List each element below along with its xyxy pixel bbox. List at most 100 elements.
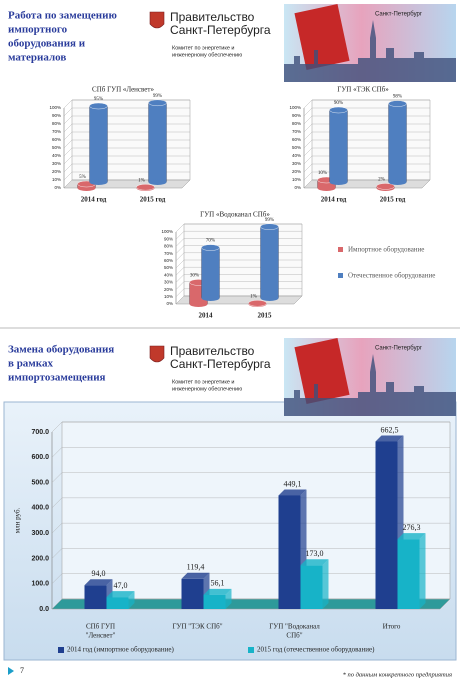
value-label: 10% [318,171,327,176]
bar-front [181,578,204,609]
y-tick-label: 500.0 [31,479,49,486]
y-tick-label: 70% [292,129,301,134]
bar-side [225,588,232,609]
bar-cap [376,183,395,190]
grid-diagonal [175,223,185,233]
grid-diagonal [303,107,313,117]
y-tick-label: 0.0 [39,606,49,613]
value-label: 5% [79,175,86,180]
bar [201,244,220,301]
bar-base [329,179,348,185]
x-tick-label: Итого [383,623,401,631]
section-title: импортного [8,24,68,36]
legend-swatch [338,273,343,278]
bar-base [317,185,336,191]
grid-diagonal [51,447,63,458]
bar-front [397,539,420,609]
grid-diagonal [175,252,185,261]
bar-top [181,572,210,579]
grid-diagonal [63,115,73,125]
grid-diagonal [63,179,73,189]
value-label: 94,0 [92,569,106,578]
y-tick-label: 80% [292,121,301,126]
grid-diagonal [303,99,313,109]
bar-cap [248,300,267,307]
grid-diagonal [175,267,185,276]
bar-top [106,591,135,598]
bar-front [278,495,301,609]
y-tick-label: 50% [52,145,61,150]
y-tick-label: 60% [292,137,301,142]
legend-label: Импортное оборудование [348,246,424,254]
value-label: 1% [250,294,257,299]
y-tick-label: 90% [52,113,61,118]
y-tick-label: 70% [164,251,173,256]
y-tick-label: 200.0 [31,555,49,562]
value-label: 70% [206,239,215,244]
y-tick-label: 90% [164,236,173,241]
value-label: 2% [378,178,385,183]
legend-label: 2015 год (отечественное оборудование) [257,646,375,654]
section-title: в рамках [8,358,53,370]
bar [248,300,267,307]
bar [388,100,407,185]
x-tick-label: 2014 год [321,196,347,204]
grid-diagonal [303,179,313,189]
value-label: 30% [190,274,199,279]
y-axis-label: млн руб. [14,507,22,533]
bar-body [329,109,348,183]
chart-title: ГУП «ТЭК СПб» [337,86,389,94]
y-tick-label: 40% [52,153,61,158]
grid-diagonal [63,147,73,157]
legend-swatch [248,647,254,653]
skyline [284,354,456,416]
y-tick-label: 20% [52,169,61,174]
grid-diagonal [303,139,313,149]
image-caption: Санкт-Петербург [375,346,423,352]
grid-diagonal [175,281,185,290]
logo-subtitle: Комитет по энергетике и [172,379,235,385]
bar [260,223,279,301]
y-tick-label: 10% [292,177,301,182]
legend-label: 2014 год (импортное оборудование) [67,646,174,654]
bar-cap [89,102,108,110]
y-tick-label: 30% [292,161,301,166]
section-title: Работа по замещению [8,10,117,22]
y-tick-label: 100% [289,105,301,110]
grid-diagonal [51,548,63,559]
coat-of-arms [149,11,165,29]
x-tick-label: 2014 год [81,196,107,204]
bar-front [300,565,323,609]
bar-base [148,179,167,185]
y-tick-label: 0% [166,301,173,306]
logo-title: Правительство [170,10,255,24]
grid-diagonal [303,115,313,125]
value-label: 47,0 [114,581,128,590]
logo-title: Правительство [170,344,255,358]
bar-base [388,179,407,185]
value-label: 449,1 [284,479,302,488]
y-tick-label: 600.0 [31,454,49,461]
bar-body [388,103,407,183]
y-tick-label: 40% [164,272,173,277]
x-tick-label: 2014 [199,312,214,320]
value-label: 98% [393,95,402,100]
image-caption: Санкт-Петербург [375,12,423,18]
y-tick-label: 10% [52,177,61,182]
y-tick-label: 80% [52,121,61,126]
section-title: импортозамещения [8,372,106,384]
bar-top [375,435,404,442]
section-title: материалов [8,52,66,64]
bar [203,588,232,609]
value-label: 276,3 [403,523,421,532]
coat-of-arms [149,345,165,363]
y-tick-label: 100% [49,105,61,110]
footnote: * по данным конкретного предприятия [343,671,452,678]
bar [397,533,426,609]
grid-diagonal [303,131,313,141]
bar-cap [148,99,167,107]
logo-title: Санкт-Петербурга [170,357,271,371]
bar-base [260,295,279,301]
y-tick-label: 80% [164,244,173,249]
value-label: 173,0 [306,549,324,558]
